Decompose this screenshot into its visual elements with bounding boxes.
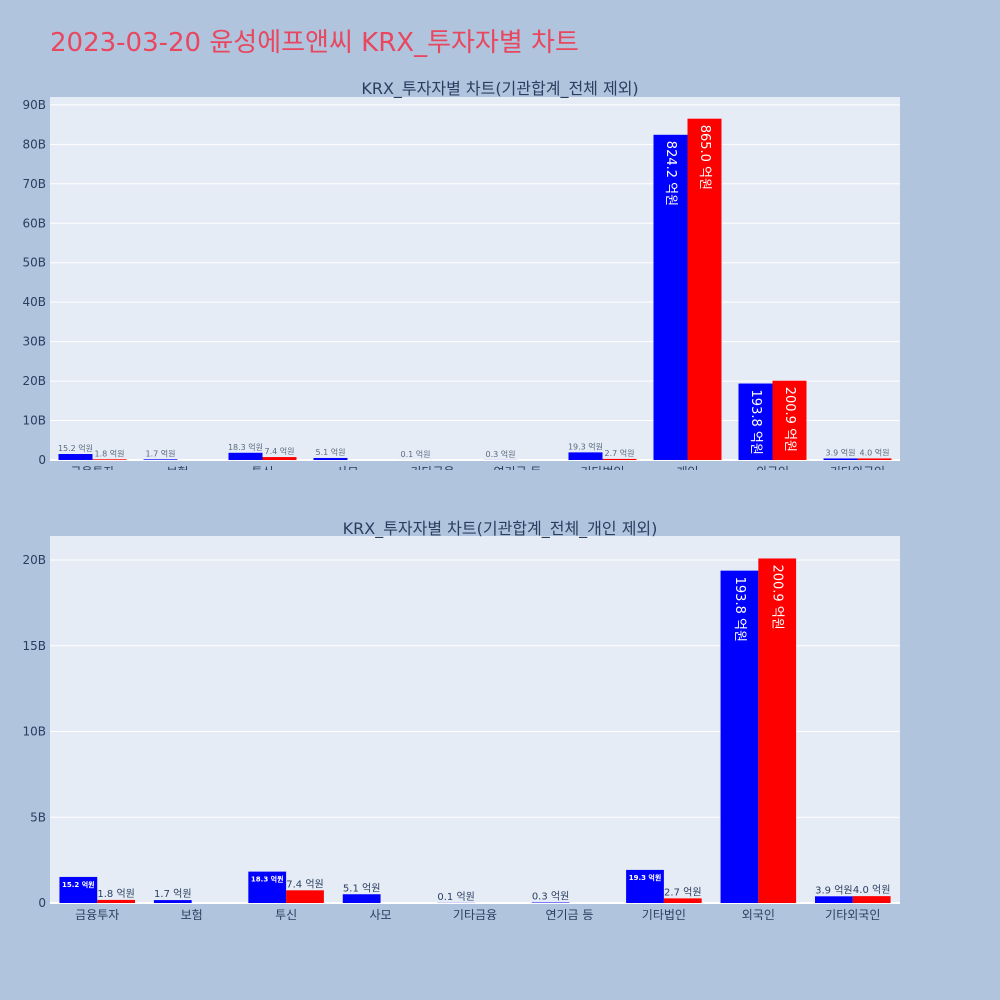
bar-sell (852, 896, 891, 903)
data-label: 18.3 억원 (251, 875, 284, 884)
chart-title: KRX_투자자별 차트(기관합계_전체_개인 제외) (343, 519, 658, 539)
data-label: 200.9 억원 (770, 564, 785, 629)
bar-buy (626, 869, 664, 903)
data-label: 15.2 억원 (58, 443, 93, 453)
x-tick-label: 투신 (251, 465, 273, 470)
x-tick-label: 기타외국인 (830, 465, 885, 470)
data-label: 193.8 억원 (732, 577, 747, 642)
y-tick-label: 0 (38, 896, 46, 910)
bar-buy (738, 383, 773, 460)
x-tick-label: 기타외국인 (825, 908, 880, 920)
y-tick-label: 15B (22, 639, 46, 653)
data-label: 865.0 억원 (697, 125, 712, 190)
x-tick-label: 보험 (181, 908, 203, 920)
bar-sell (602, 458, 637, 460)
data-label: 5.1 억원 (343, 882, 380, 894)
data-label: 4.0 억원 (853, 884, 890, 896)
data-label: 193.8 억원 (748, 390, 763, 455)
y-tick-label: 20B (22, 374, 46, 388)
bar-buy (720, 570, 759, 903)
y-tick-label: 80B (22, 137, 46, 151)
x-tick-label: 외국인 (742, 908, 775, 920)
bar-buy (59, 876, 98, 903)
y-tick-label: 40B (22, 295, 46, 309)
chart-title: KRX_투자자별 차트(기관합계_전체 제외) (361, 79, 638, 99)
x-tick-label: 연기금 등 (494, 465, 542, 470)
x-tick-label: 투신 (275, 908, 297, 920)
x-tick-label: 기타금융 (410, 465, 454, 470)
bar-buy (248, 871, 287, 903)
x-tick-label: 사모 (336, 465, 358, 470)
data-label: 1.8 억원 (97, 888, 134, 900)
data-label: 2.7 억원 (664, 886, 701, 898)
x-tick-label: 기타법인 (580, 465, 624, 470)
data-label: 0.3 억원 (532, 890, 569, 902)
data-label: 2.7 억원 (605, 448, 635, 458)
y-tick-label: 70B (22, 177, 46, 191)
bar-buy (342, 894, 381, 903)
data-label: 1.8 억원 (95, 448, 125, 458)
data-label: 3.9 억원 (815, 884, 852, 896)
data-label: 1.7 억원 (154, 888, 191, 900)
y-tick-label: 50B (22, 256, 46, 270)
bar-sell (262, 457, 297, 460)
data-label: 19.3 억원 (629, 873, 662, 882)
x-tick-label: 기타금융 (453, 908, 497, 920)
bar-sell (92, 459, 127, 460)
x-tick-label: 금융투자 (70, 465, 114, 470)
y-tick-label: 10B (22, 414, 46, 428)
bar-buy (58, 454, 93, 460)
bar-sell (687, 118, 722, 461)
bar-sell (97, 899, 135, 903)
data-label: 4.0 억원 (860, 447, 890, 457)
x-tick-label: 연기금 등 (545, 908, 593, 920)
bar-sell (758, 558, 797, 903)
data-label: 3.9 억원 (826, 447, 856, 457)
bar-sell (286, 890, 324, 903)
data-label: 0.1 억원 (437, 891, 474, 903)
bar-sell (857, 458, 892, 460)
data-label: 7.4 억원 (265, 446, 295, 456)
bar-buy (228, 452, 263, 460)
y-tick-label: 20B (22, 553, 46, 567)
data-label: 19.3 억원 (568, 441, 603, 451)
data-label: 0.1 억원 (401, 449, 431, 459)
x-tick-label: 외국인 (756, 465, 789, 470)
bar-buy (531, 902, 570, 903)
data-label: 0.3 억원 (486, 449, 516, 459)
chart-investor-incl-individual: KRX_투자자별 차트(기관합계_전체 제외) 0 10B 20B 30B 40B 50B 6… (22, 79, 900, 470)
page-title: 2023-03-20 윤성에프앤씨 KRX_투자자별 차트 (50, 28, 579, 58)
bar-buy (823, 458, 858, 460)
bar-buy (568, 452, 603, 460)
bar-buy (153, 900, 192, 903)
x-tick-label: 보험 (166, 465, 188, 470)
x-tick-label: 기타법인 (642, 908, 686, 920)
x-tick-label: 개인 (676, 465, 698, 470)
bar-sell (663, 898, 702, 903)
data-label: 5.1 억원 (316, 447, 346, 457)
bar-buy (143, 459, 178, 460)
y-tick-label: 90B (22, 98, 46, 112)
data-label: 15.2 억원 (62, 880, 95, 889)
data-label: 200.9 억원 (782, 387, 797, 452)
y-tick-label: 30B (22, 335, 46, 349)
y-tick-label: 60B (22, 216, 46, 230)
bar-buy (313, 457, 348, 460)
bar-buy (815, 896, 853, 903)
y-tick-label: 5B (30, 810, 46, 824)
data-label: 7.4 억원 (286, 878, 323, 890)
x-tick-label: 금융투자 (75, 908, 119, 920)
x-tick-label: 사모 (370, 908, 392, 920)
y-tick-label: 10B (22, 725, 46, 739)
data-label: 824.2 억원 (663, 141, 678, 206)
chart-investor-excl-individual: KRX_투자자별 차트(기관합계_전체_개인 제외) 0 5B 10B 15B 20B 금융… (22, 519, 900, 920)
bar-sell (772, 380, 807, 460)
bar-buy (653, 134, 688, 460)
data-label: 1.7 억원 (146, 448, 176, 458)
data-label: 18.3 억원 (228, 442, 263, 452)
y-tick-label: 0 (38, 453, 46, 467)
